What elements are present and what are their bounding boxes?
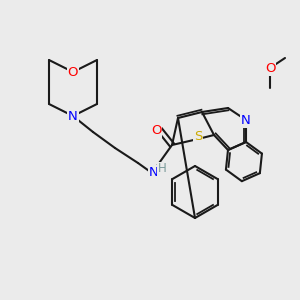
Text: N: N (68, 110, 78, 122)
Text: O: O (151, 124, 161, 136)
Text: O: O (68, 65, 78, 79)
Text: S: S (194, 130, 202, 142)
Text: N: N (241, 113, 251, 127)
Text: O: O (265, 61, 275, 74)
Text: H: H (158, 163, 166, 176)
Text: N: N (149, 167, 159, 179)
